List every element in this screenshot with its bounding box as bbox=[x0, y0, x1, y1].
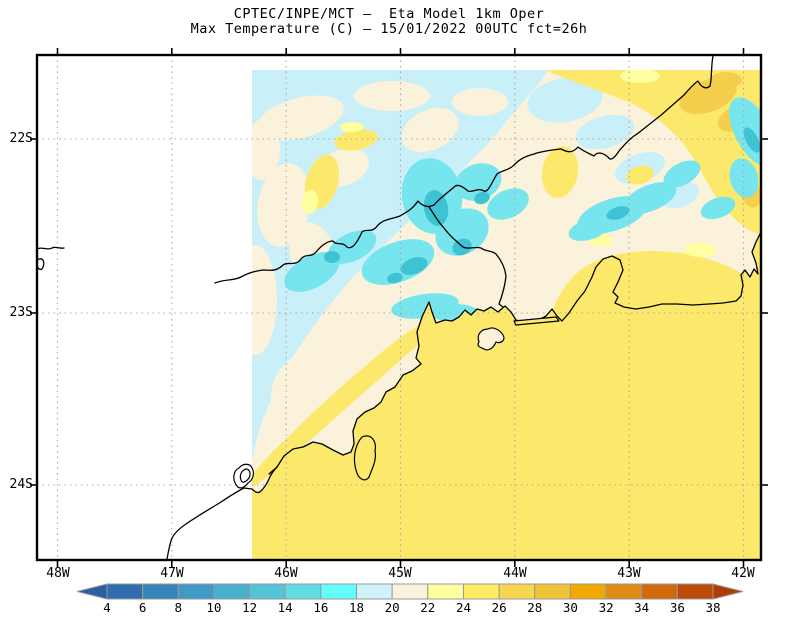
colorbar-tick-label: 28 bbox=[527, 600, 543, 615]
colorbar-tick-label: 24 bbox=[455, 600, 472, 615]
colorbar-cell bbox=[320, 583, 358, 600]
bertioga-channel-spur bbox=[268, 466, 278, 475]
colorbar-tick-label: 16 bbox=[313, 600, 329, 615]
colorbar-cell bbox=[142, 583, 179, 600]
shade-bright-cyan-spots bbox=[324, 127, 761, 284]
x-axis-label-46w: 46W bbox=[274, 566, 298, 581]
colorbar-tick-label: 18 bbox=[348, 600, 365, 615]
santos-island-inner bbox=[239, 468, 251, 483]
colorbar-cell bbox=[676, 583, 714, 600]
y-axis-label-23s: 23S bbox=[9, 305, 33, 320]
x-axis-label-42w: 42W bbox=[731, 566, 755, 581]
colorbar-cell bbox=[356, 583, 393, 600]
colorbar-cell bbox=[177, 583, 215, 600]
x-axis-label-45w: 45W bbox=[388, 566, 412, 581]
colorbar-cell bbox=[462, 583, 500, 600]
colorbar-tick-label: 36 bbox=[669, 600, 685, 615]
colorbar-cell bbox=[391, 583, 429, 600]
state-border-sp-rj bbox=[428, 206, 507, 308]
colorbar-tick-label: 8 bbox=[174, 600, 183, 615]
axis-ticks bbox=[30, 48, 768, 567]
x-axis-label-47w: 47W bbox=[160, 566, 184, 581]
map-frame bbox=[35, 53, 763, 562]
temperature-shading-layer bbox=[252, 70, 761, 560]
colorbar-cell bbox=[569, 583, 607, 600]
state-border-sp-mg-rj bbox=[214, 55, 714, 284]
colorbar-tick-label: 38 bbox=[705, 600, 721, 615]
colorbar-tick-label: 30 bbox=[562, 600, 578, 615]
colorbar-tick-label: 14 bbox=[277, 600, 293, 615]
colorbar-cell bbox=[249, 583, 286, 600]
colorbar-cell bbox=[284, 583, 322, 600]
colorbar-cell bbox=[427, 583, 464, 600]
colorbar-tick-label: 26 bbox=[491, 600, 507, 615]
x-axis-label-48w: 48W bbox=[46, 566, 70, 581]
x-axis-label-44w: 44W bbox=[503, 566, 527, 581]
island-ilhabela bbox=[353, 435, 377, 481]
island-ilha-grande bbox=[477, 327, 505, 351]
colorbar-tick-label: 22 bbox=[420, 600, 436, 615]
colorbar-cell bbox=[641, 583, 678, 600]
colorbar-cell bbox=[498, 583, 536, 600]
y-axis-label-22s: 22S bbox=[9, 131, 33, 146]
colorbar-tick-label: 4 bbox=[103, 600, 111, 615]
colorbar bbox=[76, 583, 744, 600]
plot-title-line1: CPTEC/INPE/MCT — Eta Model 1km Oper bbox=[233, 6, 545, 22]
colorbar-cell bbox=[213, 583, 251, 600]
colorbar-left-arrow bbox=[76, 583, 108, 600]
plot-title-line2: Max Temperature (C) — 15/01/2022 00UTC f… bbox=[190, 21, 588, 37]
coastline bbox=[166, 231, 762, 560]
colorbar-cell bbox=[605, 583, 643, 600]
colorbar-right-arrow bbox=[712, 583, 744, 600]
ocean-fill bbox=[252, 232, 761, 560]
shade-pale-yellow-patches bbox=[301, 70, 716, 257]
shade-pale-blue-patches bbox=[527, 77, 700, 209]
colorbar-tick-label: 12 bbox=[242, 600, 258, 615]
colorbar-tick-label: 10 bbox=[206, 600, 222, 615]
x-axis-label-43w: 43W bbox=[617, 566, 641, 581]
colorbar-cell bbox=[534, 583, 571, 600]
river-fragment bbox=[36, 246, 65, 250]
y-axis-label-24s: 24S bbox=[9, 477, 33, 492]
colorbar-tick-label: 6 bbox=[138, 600, 147, 615]
colorbar-tick-label: 20 bbox=[384, 600, 400, 615]
colorbar-tick-label: 34 bbox=[634, 600, 650, 615]
colorbar-cell bbox=[106, 583, 144, 600]
marambaia-spit bbox=[513, 316, 560, 326]
santos-island-outer bbox=[233, 463, 254, 489]
colorbar-tick-label: 32 bbox=[598, 600, 614, 615]
